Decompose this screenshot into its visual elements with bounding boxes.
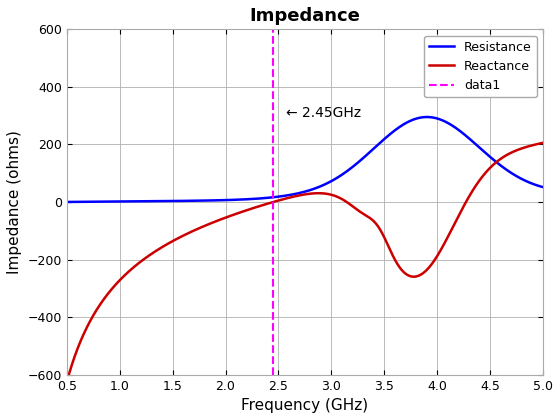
Legend: Resistance, Reactance, data1: Resistance, Reactance, data1 [424,36,537,97]
Resistance [540,185,547,190]
Reactance [256,204,263,209]
Reactance [112,282,119,287]
Resistance [423,115,430,120]
Reactance [444,236,450,241]
Resistance [256,196,263,201]
Resistance [435,116,442,121]
Resistance [444,120,451,125]
Reactance [63,380,70,385]
Line: Resistance: Resistance [67,117,543,202]
Y-axis label: Impedance (ohms): Impedance (ohms) [7,130,22,274]
Resistance [112,199,119,204]
Resistance [273,194,280,200]
data1 [270,199,277,204]
Reactance [273,199,280,204]
Resistance [390,129,397,134]
Resistance [63,200,70,205]
Title: Impedance: Impedance [249,7,360,25]
data1 [270,200,277,205]
Reactance [435,252,441,257]
Reactance [390,255,397,260]
X-axis label: Frequency (GHz): Frequency (GHz) [241,398,368,413]
Line: Reactance: Reactance [67,143,543,382]
Reactance [540,140,547,145]
Text: ← 2.45GHz: ← 2.45GHz [286,106,361,120]
